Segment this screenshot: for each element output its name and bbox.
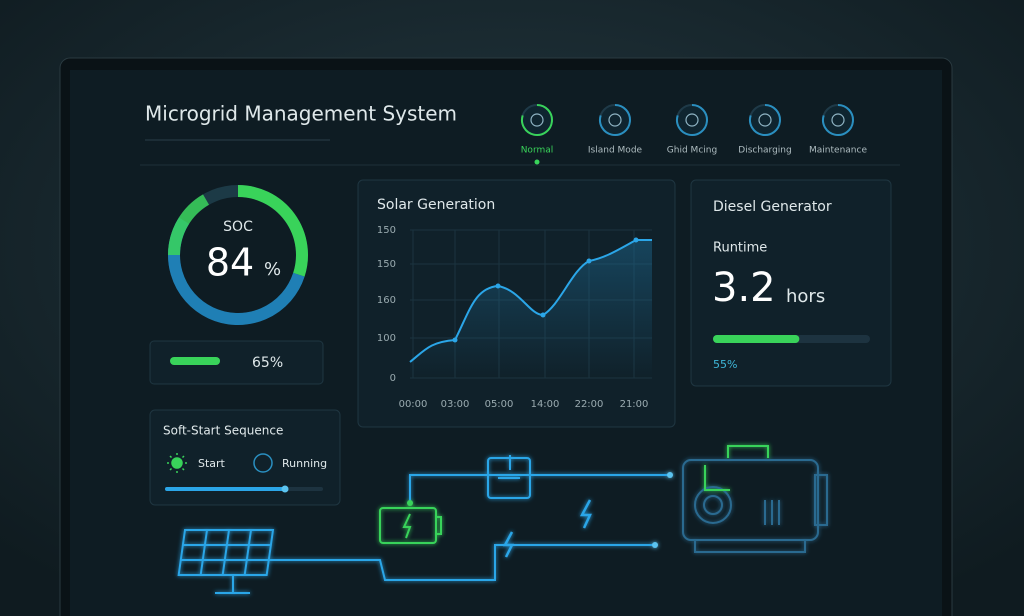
mode-label: Normal <box>521 146 554 156</box>
start-icon <box>167 453 187 473</box>
y-axis-label: 160 <box>377 295 396 306</box>
soc-value: 84 <box>206 241 254 285</box>
runtime-label: Runtime <box>713 241 767 256</box>
mode-label: Discharging <box>738 146 791 156</box>
mode-item[interactable]: Island Mode <box>588 104 643 156</box>
x-axis-label: 00:00 <box>399 399 428 410</box>
diesel-title: Diesel Generator <box>713 199 832 215</box>
mode-arc <box>822 104 854 136</box>
mode-icon <box>608 113 622 127</box>
y-axis-label: 150 <box>377 225 396 236</box>
x-axis-label: 05:00 <box>485 399 514 410</box>
inverter <box>487 457 531 499</box>
runtime-unit: hors <box>786 286 825 307</box>
soft-start-title: Soft-Start Sequence <box>163 424 283 438</box>
diesel-panel <box>690 179 892 387</box>
solar-point <box>633 237 639 243</box>
mode-label: Island Mode <box>588 146 643 156</box>
y-axis-label: 0 <box>390 373 396 384</box>
soc-unit: % <box>264 259 281 280</box>
power-diagram <box>177 445 828 594</box>
y-axis-label: 100 <box>377 333 396 344</box>
generator-handle <box>727 445 769 458</box>
mode-item[interactable]: Discharging <box>738 104 792 156</box>
solar-point <box>495 283 501 289</box>
solar-title: Solar Generation <box>377 197 495 213</box>
gauge-arc-green-left <box>168 194 210 256</box>
soc-bar-label: 65% <box>252 355 283 371</box>
gauge-arc-green <box>237 185 308 277</box>
mode-icon <box>530 113 544 127</box>
step-label: Start <box>198 457 226 470</box>
mode-arc <box>521 104 553 136</box>
soft-start-panel <box>149 409 341 506</box>
wire <box>225 544 655 581</box>
battery <box>379 507 442 544</box>
solar-point <box>540 312 546 318</box>
mode-arc <box>676 104 708 136</box>
generator <box>682 459 828 553</box>
x-axis-label: 21:00 <box>620 399 649 410</box>
x-axis-label: 03:00 <box>441 399 470 410</box>
mode-arc <box>749 104 781 136</box>
y-axis-label: 150 <box>377 259 396 270</box>
soc-gauge: SOC 84 % <box>168 185 308 325</box>
active-dot <box>534 159 540 165</box>
progress-bar <box>713 335 800 343</box>
progress-bar <box>170 357 221 365</box>
diesel-bar-label: 55% <box>713 358 737 371</box>
slider-handle <box>281 485 289 493</box>
solar-point <box>452 337 458 343</box>
mode-arc <box>599 104 631 136</box>
solar-module <box>177 529 275 576</box>
mode-item[interactable]: Maintenance <box>809 104 867 156</box>
bolt <box>502 531 515 558</box>
slider-fill <box>165 487 285 491</box>
mode-label: Ghid Mcing <box>667 146 717 156</box>
mode-icon <box>831 113 845 127</box>
mode-label: Maintenance <box>809 146 867 156</box>
mode-icon <box>685 113 699 127</box>
mode-icon <box>758 113 772 127</box>
x-axis-label: 14:00 <box>531 399 560 410</box>
mode-bar: Normal Island Mode Ghid Mcing Discharging Ma… <box>521 104 867 165</box>
step-label: Running <box>282 457 327 470</box>
bolt <box>579 499 592 529</box>
running-icon <box>253 453 273 473</box>
soc-bar-panel <box>149 340 324 385</box>
runtime-value: 3.2 <box>712 265 776 311</box>
x-axis-label: 22:00 <box>575 399 604 410</box>
wire <box>409 474 670 505</box>
mode-item[interactable]: Ghid Mcing <box>667 104 717 156</box>
soc-label: SOC <box>223 219 253 235</box>
title: Microgrid Management System <box>145 102 457 126</box>
generator-link <box>704 465 730 491</box>
mode-item[interactable]: Normal <box>521 104 554 165</box>
solar-point <box>586 258 592 264</box>
